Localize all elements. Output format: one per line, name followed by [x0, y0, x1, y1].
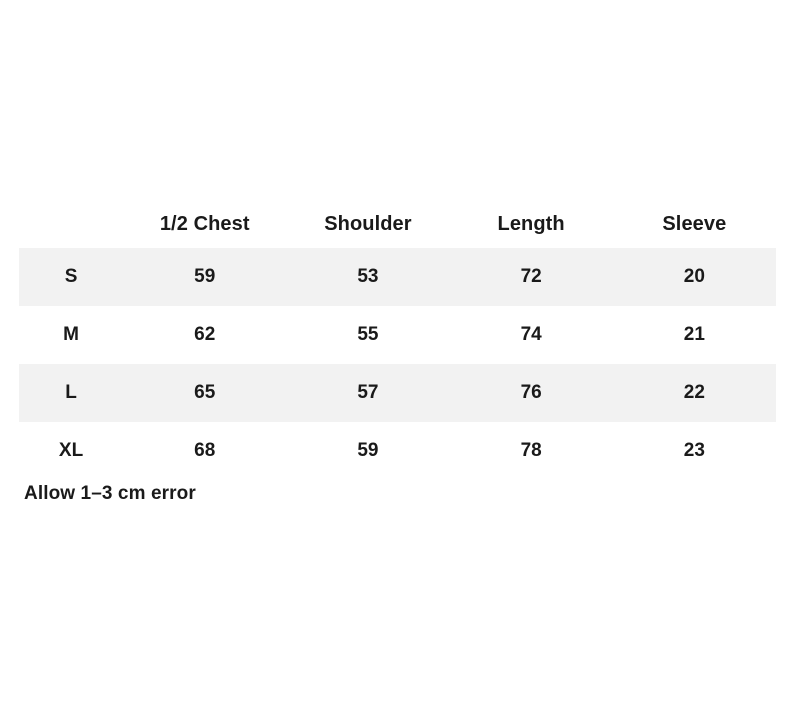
- cell-shoulder: 59: [286, 422, 450, 480]
- cell-shoulder: 57: [286, 364, 450, 422]
- table-row: S 59 53 72 20: [19, 248, 776, 306]
- cell-sleeve: 22: [612, 364, 776, 422]
- cell-sleeve: 23: [612, 422, 776, 480]
- cell-shoulder: 55: [286, 306, 450, 364]
- column-header-half-chest: 1/2 Chest: [123, 195, 287, 248]
- row-size-label: XL: [19, 422, 124, 480]
- cell-half-chest: 68: [123, 422, 287, 480]
- size-chart-container: 1/2 Chest Shoulder Length Sleeve S 59 53…: [19, 195, 776, 480]
- measurement-tolerance-note: Allow 1–3 cm error: [24, 483, 196, 504]
- row-size-label: M: [19, 306, 124, 364]
- row-size-label: L: [19, 364, 124, 422]
- table-header: 1/2 Chest Shoulder Length Sleeve: [19, 195, 776, 248]
- size-chart-table: 1/2 Chest Shoulder Length Sleeve S 59 53…: [19, 195, 776, 480]
- row-size-label: S: [19, 248, 124, 306]
- table-row: L 65 57 76 22: [19, 364, 776, 422]
- cell-length: 72: [449, 248, 613, 306]
- cell-half-chest: 62: [123, 306, 287, 364]
- cell-length: 74: [449, 306, 613, 364]
- column-header-shoulder: Shoulder: [286, 195, 450, 248]
- header-row: 1/2 Chest Shoulder Length Sleeve: [19, 195, 776, 248]
- column-header-size: [19, 195, 124, 248]
- table-body: S 59 53 72 20 M 62 55 74 21 L 65 57: [19, 248, 776, 480]
- column-header-sleeve: Sleeve: [612, 195, 776, 248]
- table-row: XL 68 59 78 23: [19, 422, 776, 480]
- cell-half-chest: 65: [123, 364, 287, 422]
- cell-length: 76: [449, 364, 613, 422]
- cell-length: 78: [449, 422, 613, 480]
- table-row: M 62 55 74 21: [19, 306, 776, 364]
- column-header-length: Length: [449, 195, 613, 248]
- cell-sleeve: 21: [612, 306, 776, 364]
- cell-sleeve: 20: [612, 248, 776, 306]
- cell-half-chest: 59: [123, 248, 287, 306]
- cell-shoulder: 53: [286, 248, 450, 306]
